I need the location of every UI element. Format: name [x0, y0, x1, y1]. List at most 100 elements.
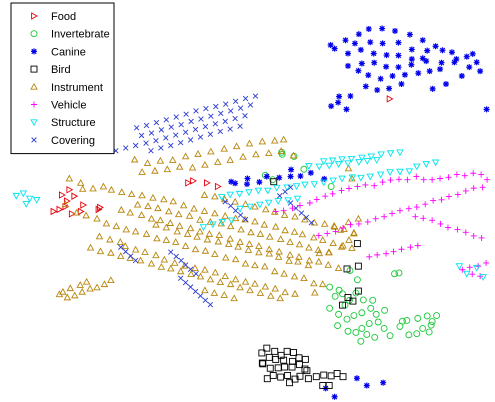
- point-instrument: [170, 258, 179, 266]
- point-covering: [192, 126, 199, 133]
- point-structure: [246, 203, 254, 211]
- point-covering: [177, 139, 184, 146]
- point-structure: [372, 157, 381, 164]
- point-instrument: [107, 276, 115, 284]
- point-structure: [358, 154, 366, 162]
- point-structure: [347, 155, 356, 163]
- point-instrument: [220, 144, 228, 152]
- point-canine: [335, 99, 342, 106]
- point-canine: [357, 46, 364, 53]
- point-instrument: [220, 291, 228, 298]
- point-instrument: [206, 275, 215, 283]
- point-instrument: [179, 201, 188, 209]
- point-vehicle: [381, 213, 388, 220]
- point-vehicle: [429, 217, 436, 224]
- point-invertebrate: [343, 315, 351, 323]
- point-instrument: [354, 214, 363, 222]
- point-covering: [237, 212, 244, 218]
- point-canine: [379, 40, 386, 47]
- point-instrument: [214, 237, 223, 245]
- point-instrument: [160, 255, 169, 263]
- point-canine: [451, 59, 458, 66]
- point-vehicle: [414, 242, 421, 249]
- point-covering: [153, 119, 160, 126]
- point-covering: [187, 284, 194, 290]
- points-layer: [12, 25, 491, 400]
- point-structure: [431, 159, 440, 167]
- point-bird: [343, 265, 351, 273]
- point-structure: [472, 264, 481, 272]
- point-instrument: [95, 232, 104, 240]
- point-structure: [386, 150, 395, 158]
- point-instrument: [261, 282, 270, 290]
- point-structure: [386, 169, 394, 176]
- point-instrument: [156, 156, 165, 164]
- point-vehicle: [462, 187, 469, 194]
- point-covering: [202, 297, 209, 304]
- point-instrument: [82, 211, 90, 219]
- point-bird: [301, 355, 309, 363]
- point-invertebrate: [350, 312, 358, 320]
- point-bird: [269, 372, 277, 379]
- point-instrument: [330, 221, 338, 229]
- point-instrument: [203, 235, 212, 243]
- point-instrument: [344, 164, 353, 172]
- point-instrument: [290, 272, 299, 280]
- series-structure: [12, 149, 487, 281]
- point-canine: [351, 40, 358, 47]
- point-instrument: [162, 236, 171, 243]
- point-bird: [284, 372, 292, 379]
- point-canine: [344, 50, 351, 57]
- point-instrument: [280, 211, 289, 218]
- point-invertebrate: [341, 301, 349, 309]
- point-structure: [22, 200, 30, 208]
- point-canine: [256, 179, 263, 186]
- point-bird: [277, 373, 285, 381]
- point-canine: [408, 56, 415, 63]
- point-vehicle: [412, 213, 419, 220]
- point-instrument: [165, 207, 173, 215]
- point-invertebrate: [365, 320, 373, 328]
- point-instrument: [340, 225, 348, 232]
- point-bird: [258, 349, 266, 357]
- point-structure: [25, 195, 34, 203]
- point-invertebrate: [372, 310, 380, 318]
- point-invertebrate: [398, 317, 406, 325]
- point-instrument: [234, 242, 242, 250]
- legend-label-food: Food: [51, 11, 76, 23]
- point-instrument: [76, 281, 84, 288]
- point-canine: [327, 42, 334, 49]
- point-instrument: [142, 230, 151, 237]
- point-covering: [123, 145, 129, 151]
- point-vehicle: [355, 220, 362, 227]
- point-covering: [207, 131, 214, 137]
- point-structure: [422, 161, 430, 168]
- point-covering: [168, 249, 174, 255]
- point-instrument: [117, 252, 125, 259]
- point-covering: [282, 189, 288, 195]
- point-vehicle: [280, 207, 287, 214]
- legend-label-canine: Canine: [51, 46, 86, 58]
- point-covering: [293, 205, 299, 211]
- point-covering: [127, 253, 134, 259]
- point-structure: [405, 168, 414, 176]
- point-bird: [303, 367, 311, 375]
- point-covering: [182, 129, 189, 135]
- point-covering: [158, 127, 165, 133]
- point-invertebrate: [300, 165, 308, 173]
- point-canine: [244, 181, 251, 188]
- point-vehicle: [420, 215, 427, 222]
- series-canine: [228, 25, 490, 400]
- point-instrument: [315, 249, 324, 257]
- point-instrument: [310, 279, 318, 287]
- point-structure: [301, 181, 309, 189]
- point-bird: [339, 301, 346, 309]
- point-structure: [245, 189, 253, 197]
- point-vehicle: [329, 190, 336, 197]
- point-instrument: [112, 222, 121, 230]
- point-instrument: [133, 200, 142, 208]
- point-instrument: [147, 259, 156, 267]
- point-instrument: [350, 229, 358, 237]
- point-invertebrate: [326, 304, 334, 312]
- point-canine: [380, 379, 387, 386]
